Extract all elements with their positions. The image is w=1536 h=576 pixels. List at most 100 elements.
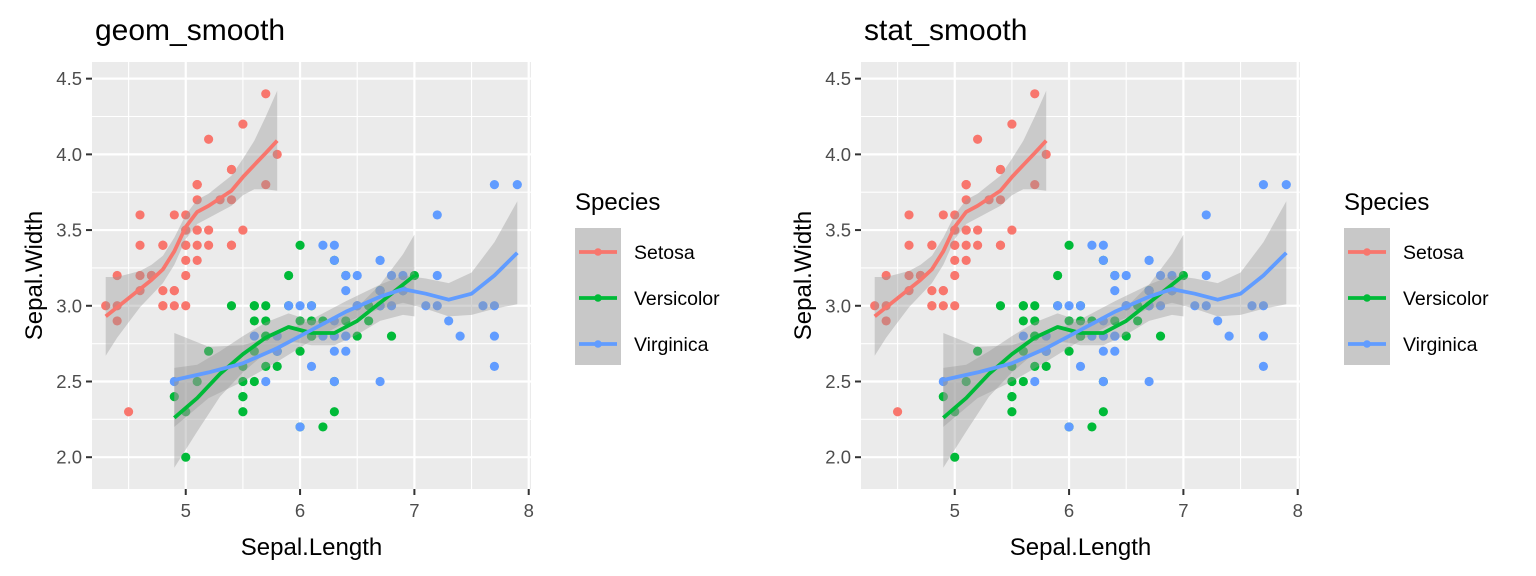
confidence-band-setosa — [105, 90, 278, 356]
data-point-versicolor — [192, 376, 202, 387]
confidence-band-setosa — [874, 90, 1047, 356]
data-point-virginica — [455, 331, 465, 341]
data-point-setosa — [112, 270, 122, 281]
data-point-versicolor — [1110, 316, 1120, 326]
data-point-setosa — [204, 134, 214, 144]
data-point-virginica — [1247, 301, 1257, 311]
data-point-versicolor — [1007, 407, 1017, 417]
data-point-versicolor — [1018, 301, 1028, 311]
y-axis-title: Sepal.Width — [21, 211, 48, 340]
data-point-setosa — [938, 210, 948, 220]
data-point-virginica — [1155, 270, 1166, 281]
legend-label: Versicolor — [634, 288, 720, 310]
data-point-setosa — [112, 316, 122, 326]
data-point-setosa — [192, 240, 202, 250]
data-point-versicolor — [204, 346, 214, 356]
data-point-setosa — [204, 240, 214, 250]
x-tick-label: 7 — [1178, 500, 1188, 521]
data-point-virginica — [1201, 210, 1211, 220]
legend-label: Setosa — [1403, 242, 1464, 264]
confidence-band-virginica — [943, 201, 1287, 427]
confidence-band-versicolor — [943, 234, 1184, 468]
data-point-setosa — [192, 225, 202, 235]
x-tick-label: 5 — [181, 500, 191, 521]
data-point-virginica — [261, 376, 271, 387]
legend-item-versicolor: Versicolor — [579, 288, 720, 310]
data-point-setosa — [1030, 89, 1040, 99]
data-point-versicolor — [1064, 240, 1074, 250]
data-point-setosa — [1030, 180, 1040, 190]
data-point-virginica — [329, 240, 339, 250]
data-point-setosa — [135, 240, 145, 250]
smooth-line-setosa — [873, 139, 1048, 318]
legend-label: Setosa — [634, 242, 695, 264]
data-point-versicolor — [272, 361, 282, 371]
data-point-versicolor — [295, 346, 305, 356]
data-point-virginica — [1121, 270, 1131, 281]
data-point-virginica — [444, 316, 454, 326]
data-point-virginica — [398, 270, 408, 281]
data-point-setosa — [123, 407, 134, 417]
data-point-virginica — [375, 286, 385, 296]
data-point-versicolor — [1030, 301, 1040, 311]
data-point-versicolor — [961, 376, 971, 387]
chart-svg: geom_smooth 5 6 7 8 2.0 2.5 3.0 3.5 4.0 4.5 Sepal.L… — [21, 14, 720, 561]
data-point-versicolor — [295, 316, 305, 326]
data-point-virginica — [1258, 301, 1269, 311]
data-point-virginica — [1098, 346, 1108, 356]
y-tick-label: 2.5 — [825, 371, 851, 392]
legend-item-setosa: Setosa — [579, 242, 695, 264]
data-point-setosa — [261, 89, 271, 99]
data-point-versicolor — [1018, 376, 1028, 387]
data-point-virginica — [284, 301, 294, 311]
data-point-versicolor — [1121, 331, 1131, 341]
legend-key-point — [594, 248, 602, 256]
data-point-setosa — [927, 286, 937, 296]
data-point-versicolor — [1133, 316, 1143, 326]
data-point-setosa — [995, 164, 1006, 175]
x-axis-title: Sepal.Length — [241, 534, 382, 561]
data-point-virginica — [341, 286, 351, 296]
data-point-versicolor — [352, 331, 362, 341]
data-point-virginica — [295, 301, 305, 311]
data-point-setosa — [101, 301, 111, 311]
data-point-setosa — [135, 210, 145, 220]
data-point-versicolor — [249, 301, 259, 311]
data-point-virginica — [1201, 301, 1211, 311]
x-tick-label: 5 — [950, 500, 960, 521]
y-tick-label: 3.5 — [56, 220, 82, 241]
data-point-virginica — [306, 301, 317, 311]
data-point-versicolor — [238, 376, 248, 387]
y-tick-label: 3.0 — [825, 295, 851, 316]
panel-background — [861, 62, 1300, 489]
data-point-setosa — [181, 270, 191, 281]
data-point-virginica — [1110, 286, 1120, 296]
data-point-setosa — [950, 210, 960, 220]
data-point-virginica — [329, 255, 339, 265]
legend: Species Setosa Versicolor Virginica — [575, 189, 720, 365]
data-point-virginica — [1075, 301, 1086, 311]
data-point-versicolor — [1007, 376, 1017, 387]
legend-key-point — [594, 340, 602, 348]
data-point-virginica — [1224, 331, 1234, 341]
data-point-virginica — [421, 301, 431, 311]
data-point-virginica — [1110, 346, 1120, 356]
y-tick-label: 2.0 — [56, 447, 82, 468]
data-point-versicolor — [181, 452, 191, 462]
data-point-virginica — [1281, 180, 1291, 190]
data-point-versicolor — [1041, 361, 1051, 371]
legend-item-versicolor: Versicolor — [1348, 288, 1489, 310]
chart-svg: stat_smooth 5 6 7 8 2.0 2.5 3.0 3.5 4.0 4.5 Sepal.L… — [790, 14, 1489, 561]
x-tick-label: 8 — [524, 500, 534, 521]
panel-background — [92, 62, 531, 489]
data-point-virginica — [306, 361, 317, 371]
data-point-setosa — [950, 255, 960, 265]
data-point-setosa — [961, 240, 971, 250]
data-point-virginica — [295, 422, 305, 432]
data-point-versicolor — [364, 316, 374, 326]
smooth-line-setosa — [104, 139, 279, 318]
data-point-virginica — [432, 210, 442, 220]
data-point-virginica — [329, 376, 339, 387]
data-point-virginica — [1098, 255, 1108, 265]
data-point-setosa — [950, 240, 960, 250]
